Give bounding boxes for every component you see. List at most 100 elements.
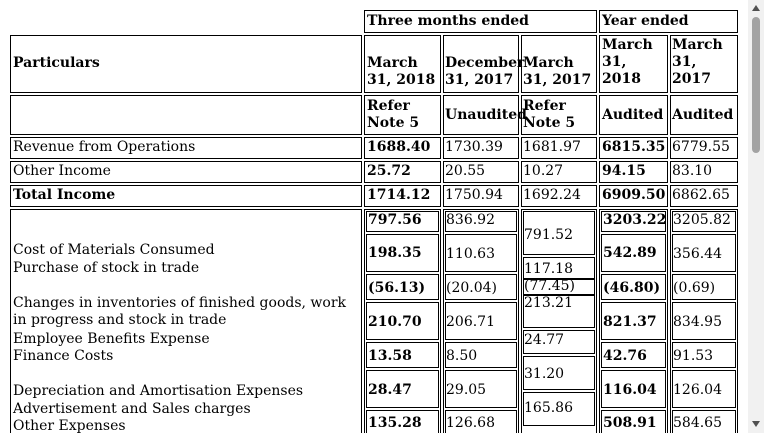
exp-q3-2017-box-1 bbox=[445, 234, 517, 272]
header-col-fy-2018-cell bbox=[599, 35, 668, 93]
exp-q4-2017-4: 24.77 bbox=[524, 332, 565, 348]
row-other-income-fy-2017-cell bbox=[670, 161, 738, 183]
expenses-q4-2017-cell bbox=[521, 209, 597, 433]
exp-q3-2017-box-0 bbox=[445, 211, 517, 232]
exp-q3-2017-5: 29.05 bbox=[446, 382, 487, 398]
expense-label-finance-costs: Finance Costs bbox=[13, 348, 114, 364]
exp-fy-2018-6: 508.91 bbox=[603, 415, 657, 431]
row-revenue-q4-2017-cell bbox=[521, 137, 597, 159]
row-total-income-fy-2018: 6909.50 bbox=[602, 187, 666, 203]
exp-q4-2017-box-4 bbox=[523, 330, 595, 354]
row-other-income-fy-2017: 83.10 bbox=[672, 163, 713, 179]
exp-fy-2017-5: 126.04 bbox=[673, 382, 722, 398]
header-year-ended-cell bbox=[599, 10, 738, 33]
row-total-income-fy-2017-cell bbox=[670, 185, 738, 207]
header-note-q4-2017-cell bbox=[521, 95, 597, 135]
exp-q4-2018-4: 13.58 bbox=[368, 348, 412, 364]
exp-q3-2017-3: 206.71 bbox=[446, 314, 495, 330]
row-total-income-q4-2018: 1714.12 bbox=[367, 187, 431, 203]
header-col-q4-2018: March 31, 2018 bbox=[367, 55, 436, 88]
header-particulars-cell bbox=[10, 35, 362, 93]
header-note-q4-2018: Refer Note 5 bbox=[367, 98, 420, 131]
exp-q4-2018-1: 198.35 bbox=[368, 245, 422, 261]
row-other-income-q4-2018-cell bbox=[364, 161, 441, 183]
scroll-down-arrow-icon[interactable] bbox=[752, 421, 760, 427]
exp-fy-2018-2: (46.80) bbox=[603, 280, 661, 296]
header-col-q4-2017: March 31, 2017 bbox=[523, 55, 592, 88]
exp-q3-2017-box-4 bbox=[445, 342, 517, 368]
header-audited-fy-2017-cell bbox=[670, 95, 738, 135]
exp-fy-2017-box-5 bbox=[672, 370, 736, 408]
row-other-income-q4-2017-cell bbox=[521, 161, 597, 183]
header-year-ended: Year ended bbox=[602, 13, 689, 29]
vertical-scrollbar[interactable] bbox=[748, 0, 764, 433]
exp-fy-2018-4: 42.76 bbox=[603, 348, 647, 364]
exp-q4-2018-box-0 bbox=[366, 211, 439, 232]
row-other-income-q3-2017: 20.55 bbox=[445, 163, 486, 179]
expense-label-depreciation: Depreciation and Amortisation Expenses bbox=[13, 383, 304, 399]
header-note-q4-2018-cell bbox=[364, 95, 441, 135]
exp-fy-2017-box-3 bbox=[672, 302, 736, 340]
exp-fy-2017-2: (0.69) bbox=[673, 280, 716, 296]
exp-q3-2017-box-3 bbox=[445, 302, 517, 340]
header-audited-fy-2018: Audited bbox=[602, 107, 664, 123]
row-revenue-q3-2017-cell bbox=[443, 137, 519, 159]
row-total-income-q4-2017-cell bbox=[521, 185, 597, 207]
exp-q4-2018-0: 797.56 bbox=[368, 212, 422, 228]
row-total-income-q3-2017: 1750.94 bbox=[445, 187, 503, 203]
exp-q3-2017-1: 110.63 bbox=[446, 246, 495, 262]
exp-fy-2018-box-4 bbox=[601, 342, 666, 368]
exp-fy-2018-box-0 bbox=[601, 211, 666, 232]
exp-q4-2017-0: 791.52 bbox=[524, 227, 573, 243]
header-unaudited: Unaudited bbox=[445, 107, 527, 123]
exp-q4-2018-box-6 bbox=[366, 410, 439, 433]
row-other-income-q4-2017: 10.27 bbox=[523, 163, 564, 179]
expenses-fy-2017-cell bbox=[670, 209, 738, 433]
row-total-income-q3-2017-cell bbox=[443, 185, 519, 207]
row-other-income-fy-2018-cell bbox=[599, 161, 668, 183]
header-particulars: Particulars bbox=[13, 55, 100, 71]
exp-fy-2017-box-6 bbox=[672, 410, 736, 433]
header-col-q4-2017-cell bbox=[521, 35, 597, 93]
exp-q4-2017-box-0 bbox=[523, 211, 595, 255]
exp-fy-2018-box-2 bbox=[601, 274, 666, 300]
exp-fy-2018-5: 116.04 bbox=[603, 382, 657, 398]
exp-q4-2017-box-2 bbox=[523, 278, 595, 295]
exp-q4-2018-5: 28.47 bbox=[368, 382, 412, 398]
exp-q4-2018-box-2 bbox=[366, 274, 439, 300]
row-total-income-q4-2017: 1692.24 bbox=[523, 187, 581, 203]
row-revenue-fy-2018: 6815.35 bbox=[602, 139, 666, 155]
header-three-months: Three months ended bbox=[367, 13, 529, 29]
header-unaudited-cell bbox=[443, 95, 519, 135]
exp-q3-2017-4: 8.50 bbox=[446, 348, 478, 364]
exp-q3-2017-box-2 bbox=[445, 274, 517, 300]
exp-fy-2017-box-2 bbox=[672, 274, 736, 300]
row-revenue-q4-2018-cell bbox=[364, 137, 441, 159]
header-col-fy-2017-cell bbox=[670, 35, 738, 93]
row-total-income-q4-2018-cell bbox=[364, 185, 441, 207]
exp-fy-2017-box-4 bbox=[672, 342, 736, 368]
exp-q3-2017-0: 836.92 bbox=[446, 212, 495, 228]
exp-q4-2017-1: 117.18 bbox=[524, 261, 573, 277]
header-audited-fy-2017: Audited bbox=[672, 107, 734, 123]
exp-q3-2017-box-6 bbox=[445, 410, 517, 433]
exp-fy-2017-1: 356.44 bbox=[673, 246, 722, 262]
scroll-up-arrow-icon[interactable] bbox=[752, 5, 760, 11]
financial-results-table: Three months ended Year ended Particular… bbox=[10, 10, 738, 433]
exp-q4-2017-6: 165.86 bbox=[524, 400, 573, 416]
exp-q4-2018-box-3 bbox=[366, 302, 439, 340]
row-revenue-fy-2018-cell bbox=[599, 137, 668, 159]
scrollbar-thumb[interactable] bbox=[752, 17, 760, 153]
expense-label-advertisement: Advertisement and Sales charges bbox=[13, 401, 251, 417]
expense-label-other-expenses: Other Expenses bbox=[13, 418, 126, 433]
expense-label-cost-materials: Cost of Materials Consumed bbox=[13, 242, 215, 258]
exp-q4-2017-3: 213.21 bbox=[524, 295, 573, 311]
exp-q4-2017-5: 31.20 bbox=[524, 366, 565, 382]
exp-q4-2018-box-1 bbox=[366, 234, 439, 272]
exp-fy-2017-4: 91.53 bbox=[673, 348, 714, 364]
exp-q4-2017-box-6 bbox=[523, 392, 595, 426]
exp-q3-2017-6: 126.68 bbox=[446, 415, 495, 431]
header-col-fy-2017: March 31, 2017 bbox=[672, 37, 723, 87]
row-revenue-fy-2017: 6779.55 bbox=[672, 139, 730, 155]
row-total-income-fy-2018-cell bbox=[599, 185, 668, 207]
